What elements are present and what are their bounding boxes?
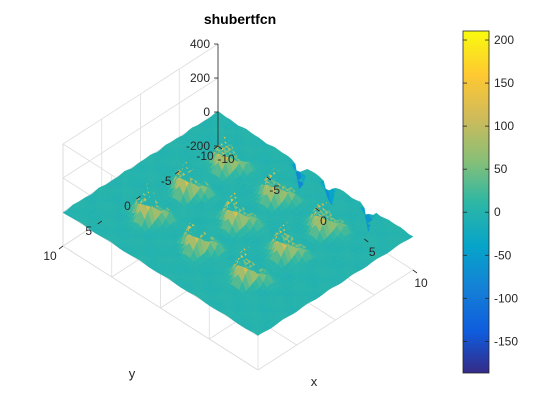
y-tick-label: -10 <box>196 149 214 163</box>
y-tick-label: 10 <box>43 249 57 263</box>
colorbar-tick-label: 0 <box>494 205 501 219</box>
x-tick-label: -10 <box>217 152 235 166</box>
colorbar-tick-label: 200 <box>494 33 514 47</box>
axes-ticks: -10 -5 0 5 10 -10 -5 0 5 10 -200 0 200 400 <box>43 37 428 290</box>
y-tick-label: 0 <box>124 199 131 213</box>
wall-grid-zy <box>62 43 219 145</box>
x-tick-mark <box>412 269 418 274</box>
x-tick-label: 10 <box>414 276 428 290</box>
z-tick-label: 400 <box>190 37 210 51</box>
x-tick-mark <box>364 238 369 243</box>
colorbar-tick-label: 150 <box>494 76 514 90</box>
colorbar: -150 -100 -50 0 50 100 150 200 <box>462 30 518 374</box>
chart-title: shubertfcn <box>204 11 276 27</box>
colorbar-tick-label: -100 <box>494 291 518 305</box>
colorbar-tick-label: -50 <box>494 248 512 262</box>
x-tick-label: -5 <box>269 183 280 197</box>
z-tick-label: 0 <box>203 105 210 119</box>
x-tick-label: 5 <box>369 245 376 259</box>
y-tick-mark <box>136 195 141 200</box>
y-tick-mark <box>58 245 64 250</box>
y-tick-mark <box>175 170 180 175</box>
z-tick-label: 200 <box>190 71 210 85</box>
wall-grid-zx <box>62 245 259 371</box>
x-axis-label: x <box>311 374 318 389</box>
colorbar-tick-label: 100 <box>494 119 514 133</box>
surface-plot <box>62 110 414 336</box>
wall-grid-zy <box>62 77 219 179</box>
x-tick-label: 0 <box>320 214 327 228</box>
y-tick-mark <box>213 145 219 150</box>
x-tick-mark <box>266 176 271 181</box>
colorbar-tick-label: -150 <box>494 334 518 348</box>
y-tick-mark <box>97 220 102 225</box>
surface-patch <box>405 234 414 239</box>
x-tick-mark <box>217 145 223 150</box>
colorbar-tick-label: 50 <box>494 162 508 176</box>
x-tick-mark <box>315 207 320 212</box>
y-axis-label: y <box>129 366 136 381</box>
z-tick-label: -200 <box>186 139 210 153</box>
colorbar-fill <box>462 30 490 374</box>
y-tick-label: 5 <box>85 224 92 238</box>
y-tick-label: -5 <box>161 174 172 188</box>
